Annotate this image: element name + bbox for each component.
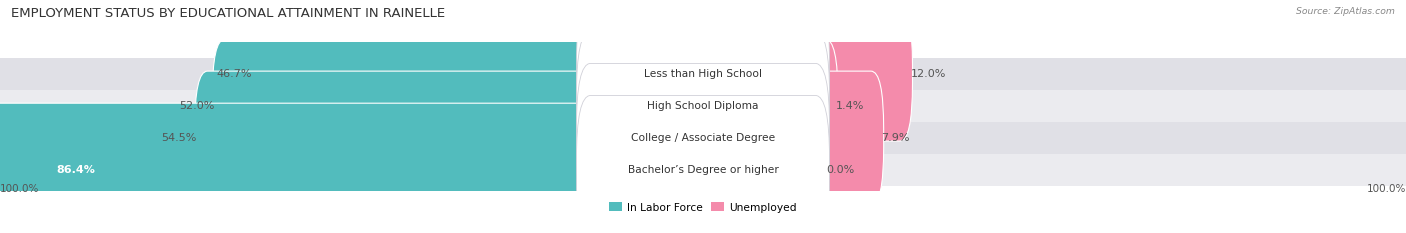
Text: High School Diploma: High School Diploma bbox=[647, 101, 759, 111]
Legend: In Labor Force, Unemployed: In Labor Force, Unemployed bbox=[609, 202, 797, 212]
Bar bbox=[0, 154, 1406, 186]
Text: Less than High School: Less than High School bbox=[644, 69, 762, 79]
Text: 1.4%: 1.4% bbox=[835, 101, 865, 111]
Text: Bachelor’s Degree or higher: Bachelor’s Degree or higher bbox=[627, 165, 779, 175]
Text: 54.5%: 54.5% bbox=[162, 133, 197, 143]
FancyBboxPatch shape bbox=[803, 71, 884, 205]
Text: College / Associate Degree: College / Associate Degree bbox=[631, 133, 775, 143]
FancyBboxPatch shape bbox=[576, 31, 830, 181]
Text: 7.9%: 7.9% bbox=[882, 133, 910, 143]
FancyBboxPatch shape bbox=[576, 63, 830, 213]
Text: 100.0%: 100.0% bbox=[0, 185, 39, 195]
FancyBboxPatch shape bbox=[576, 0, 830, 149]
FancyBboxPatch shape bbox=[803, 7, 912, 141]
Bar bbox=[0, 122, 1406, 154]
FancyBboxPatch shape bbox=[212, 39, 603, 173]
Text: Source: ZipAtlas.com: Source: ZipAtlas.com bbox=[1296, 7, 1395, 16]
Text: 0.0%: 0.0% bbox=[827, 165, 855, 175]
FancyBboxPatch shape bbox=[803, 39, 838, 173]
FancyBboxPatch shape bbox=[576, 96, 830, 233]
Bar bbox=[0, 90, 1406, 122]
FancyBboxPatch shape bbox=[0, 103, 603, 233]
Text: 86.4%: 86.4% bbox=[56, 165, 94, 175]
Text: EMPLOYMENT STATUS BY EDUCATIONAL ATTAINMENT IN RAINELLE: EMPLOYMENT STATUS BY EDUCATIONAL ATTAINM… bbox=[11, 7, 446, 20]
Text: 52.0%: 52.0% bbox=[179, 101, 214, 111]
Text: 100.0%: 100.0% bbox=[1367, 185, 1406, 195]
Bar bbox=[0, 58, 1406, 90]
FancyBboxPatch shape bbox=[250, 7, 603, 141]
Text: 12.0%: 12.0% bbox=[911, 69, 946, 79]
Text: 46.7%: 46.7% bbox=[217, 69, 252, 79]
FancyBboxPatch shape bbox=[194, 71, 603, 205]
